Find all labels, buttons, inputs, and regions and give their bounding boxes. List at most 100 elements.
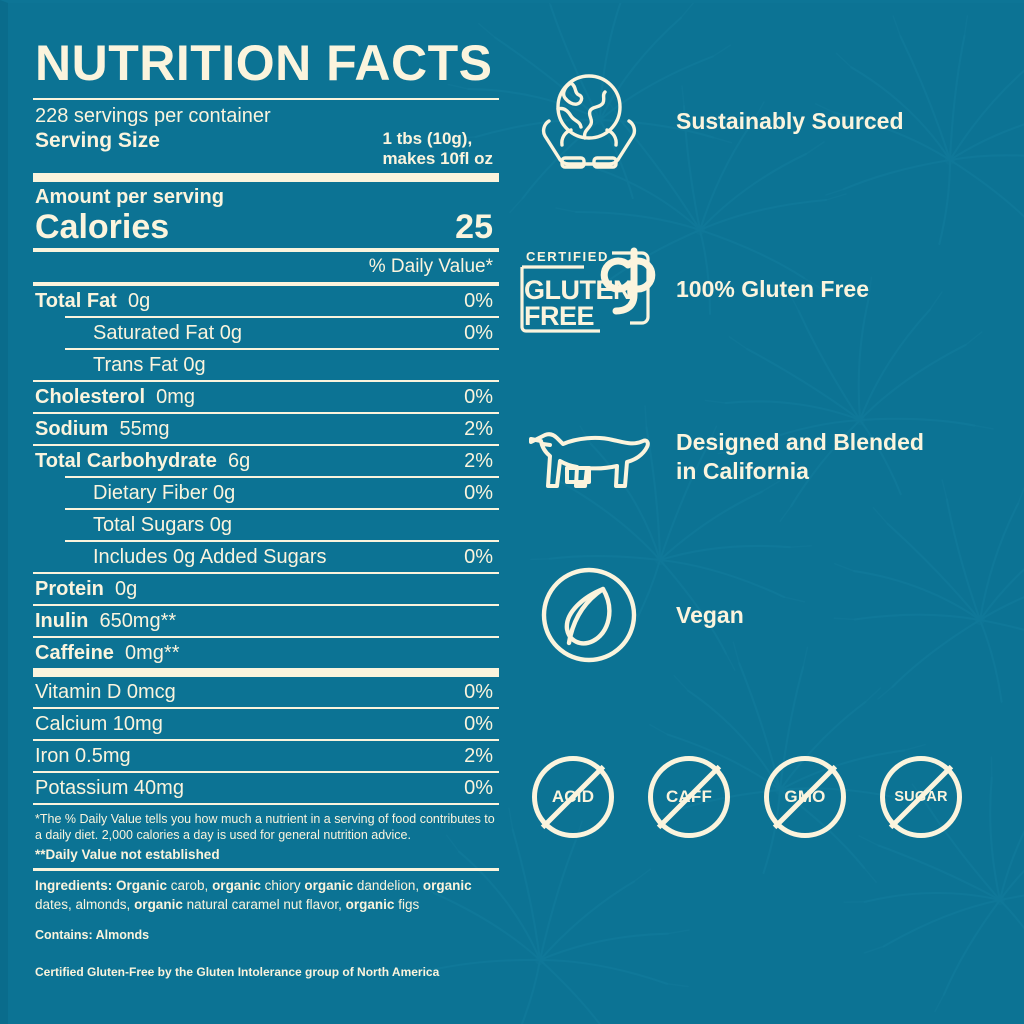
gluten-mark-certified: CERTIFIED — [526, 249, 609, 264]
amount-per-serving-label: Amount per serving — [35, 186, 224, 209]
ingredient-emphasis: Ingredients: — [35, 877, 117, 893]
nutrient-row: Total Fat 0g 0% — [33, 286, 499, 316]
nutrient-row: Caffeine 0mg** — [33, 638, 499, 668]
badge-gluten-free: CERTIFIED GLUTEN FREE 100% Gluten Free — [514, 234, 1024, 344]
nutrient-row: Dietary Fiber 0g 0% — [33, 478, 499, 508]
ingredient-text: chiory — [264, 877, 305, 893]
serving-size-value: 1 tbs (10g), makes 10fl oz — [382, 129, 493, 169]
nutrient-row-divider — [65, 475, 499, 478]
no-acid-icon: ACID — [532, 756, 614, 838]
ingredient-emphasis: organic — [212, 877, 265, 893]
gluten-mark-free: FREE — [524, 301, 594, 331]
nutrient-row-divider — [65, 507, 499, 510]
badge-label: 100% Gluten Free — [676, 275, 870, 302]
ingredient-emphasis: Organic — [116, 877, 171, 893]
micronutrient-daily-value: 0% — [464, 776, 493, 799]
nutrient-row-divider — [33, 635, 499, 638]
no-gmo-icon: GMO — [764, 756, 846, 838]
free-from-badges: ACID CAFF GMO SUGAR — [514, 670, 1024, 838]
nutrient-row: Sodium 55mg 2% — [33, 414, 499, 444]
ingredient-text: figs — [398, 896, 420, 912]
divider-above-footnote — [33, 802, 499, 805]
daily-value-footnote: *The % Daily Value tells you how much a … — [33, 805, 499, 868]
badges-panel: Sustainably Sourced CERTIFIED GLUTEN FRE… — [500, 0, 1024, 1024]
nutrient-rows: Total Fat 0g 0% Saturated Fat 0g 0% Trans Fa… — [33, 286, 500, 668]
divider-under-dv-header — [33, 281, 499, 286]
servings-per-container: 228 servings per container — [35, 105, 271, 127]
nutrient-row-divider — [33, 411, 499, 414]
nutrient-name: Sodium 55mg — [35, 417, 170, 440]
micronutrient-row: Iron 0.5mg 2% — [33, 741, 499, 771]
leaf-in-circle-icon — [514, 563, 664, 667]
divider-under-calories — [33, 247, 499, 252]
no-caff-icon: CAFF — [648, 756, 730, 838]
footnote-dv-not-established: **Daily Value not established — [35, 846, 220, 862]
ingredient-text: carob, — [170, 877, 213, 893]
calories-label: Calories — [35, 208, 170, 247]
nutrient-row: Saturated Fat 0g 0% — [33, 318, 499, 348]
nutrient-daily-value: 2% — [464, 417, 493, 440]
contains-allergens: Contains: Almonds — [35, 927, 150, 942]
micronutrient-name: Potassium 40mg — [35, 776, 184, 799]
ingredient-emphasis: organic — [304, 877, 357, 893]
nutrition-facts-title: NUTRITION FACTS — [35, 35, 493, 91]
nutrient-row: Protein 0g — [33, 574, 499, 604]
nutrient-row-divider — [33, 379, 499, 382]
nutrient-name: Protein 0g — [35, 577, 138, 600]
footnote-text: *The % Daily Value tells you how much a … — [35, 811, 495, 843]
nutrient-daily-value: 0% — [464, 385, 493, 408]
badge-ring — [764, 756, 846, 838]
micronutrient-daily-value: 0% — [464, 712, 493, 735]
nutrient-daily-value: 0% — [464, 481, 493, 504]
badge-designed-in-california: Designed and Blended in California — [514, 402, 1024, 512]
badge-ring — [880, 756, 962, 838]
ingredient-text: dates, almonds, — [35, 896, 135, 912]
calories-row: Calories 25 — [33, 208, 499, 248]
nutrient-daily-value: 0% — [464, 545, 493, 568]
nutrient-row-divider — [33, 603, 499, 606]
certified-gluten-free-icon: CERTIFIED GLUTEN FREE — [514, 243, 664, 335]
bear-icon — [514, 420, 664, 494]
micronutrient-name: Calcium 10mg — [35, 712, 163, 735]
nutrient-row: Includes 0g Added Sugars 0% — [33, 542, 499, 572]
nutrient-row-divider — [65, 539, 499, 542]
micronutrient-name: Iron 0.5mg — [35, 744, 131, 767]
micronutrient-row: Potassium 40mg 0% — [33, 773, 499, 803]
nutrient-row: Cholesterol 0mg 0% — [33, 382, 499, 412]
ingredient-text: dandelion, — [356, 877, 423, 893]
nutrient-row-divider — [65, 347, 499, 350]
divider-under-title — [33, 98, 499, 100]
nutrient-row-divider — [33, 571, 499, 574]
nutrient-name: Total Carbohydrate 6g — [35, 449, 251, 472]
gluten-certification-note: Certified Gluten-Free by the Gluten Into… — [35, 964, 440, 979]
badge-label: Designed and Blended in California — [676, 429, 924, 484]
micronutrient-row-divider — [33, 770, 499, 773]
nutrient-row: Trans Fat 0g — [33, 350, 499, 380]
ingredient-emphasis: organic — [422, 877, 472, 893]
micronutrient-row-divider — [33, 706, 499, 709]
ingredient-emphasis: organic — [345, 896, 399, 912]
badge-vegan: Vegan — [514, 560, 1024, 670]
nutrient-name: Trans Fat 0g — [93, 353, 206, 376]
nutrient-name: Total Fat 0g — [35, 289, 151, 312]
calories-value: 25 — [455, 208, 493, 247]
nutrient-row: Total Carbohydrate 6g 2% — [33, 446, 499, 476]
badge-ring — [532, 756, 614, 838]
serving-size-label: Serving Size — [35, 129, 160, 152]
badge-ring — [648, 756, 730, 838]
nutrient-daily-value: 0% — [464, 321, 493, 344]
nutrient-name: Cholesterol 0mg — [35, 385, 196, 408]
divider-thick-micronutrients — [33, 667, 499, 677]
badge-label: Vegan — [676, 601, 744, 628]
micronutrient-row: Calcium 10mg 0% — [33, 709, 499, 739]
nutrient-name: Inulin 650mg** — [35, 609, 177, 632]
nutrient-row: Total Sugars 0g — [33, 510, 499, 540]
nutrient-row-divider — [33, 443, 499, 446]
ingredient-emphasis: organic — [134, 896, 187, 912]
nutrient-row-divider — [65, 315, 499, 318]
badge-sustainably-sourced: Sustainably Sourced — [514, 66, 1024, 176]
nutrient-name: Includes 0g Added Sugars — [93, 545, 327, 568]
nutrition-facts-panel: NUTRITION FACTS 228 servings per contain… — [0, 0, 500, 1024]
micronutrient-daily-value: 2% — [464, 744, 493, 767]
micronutrient-row-divider — [33, 738, 499, 741]
